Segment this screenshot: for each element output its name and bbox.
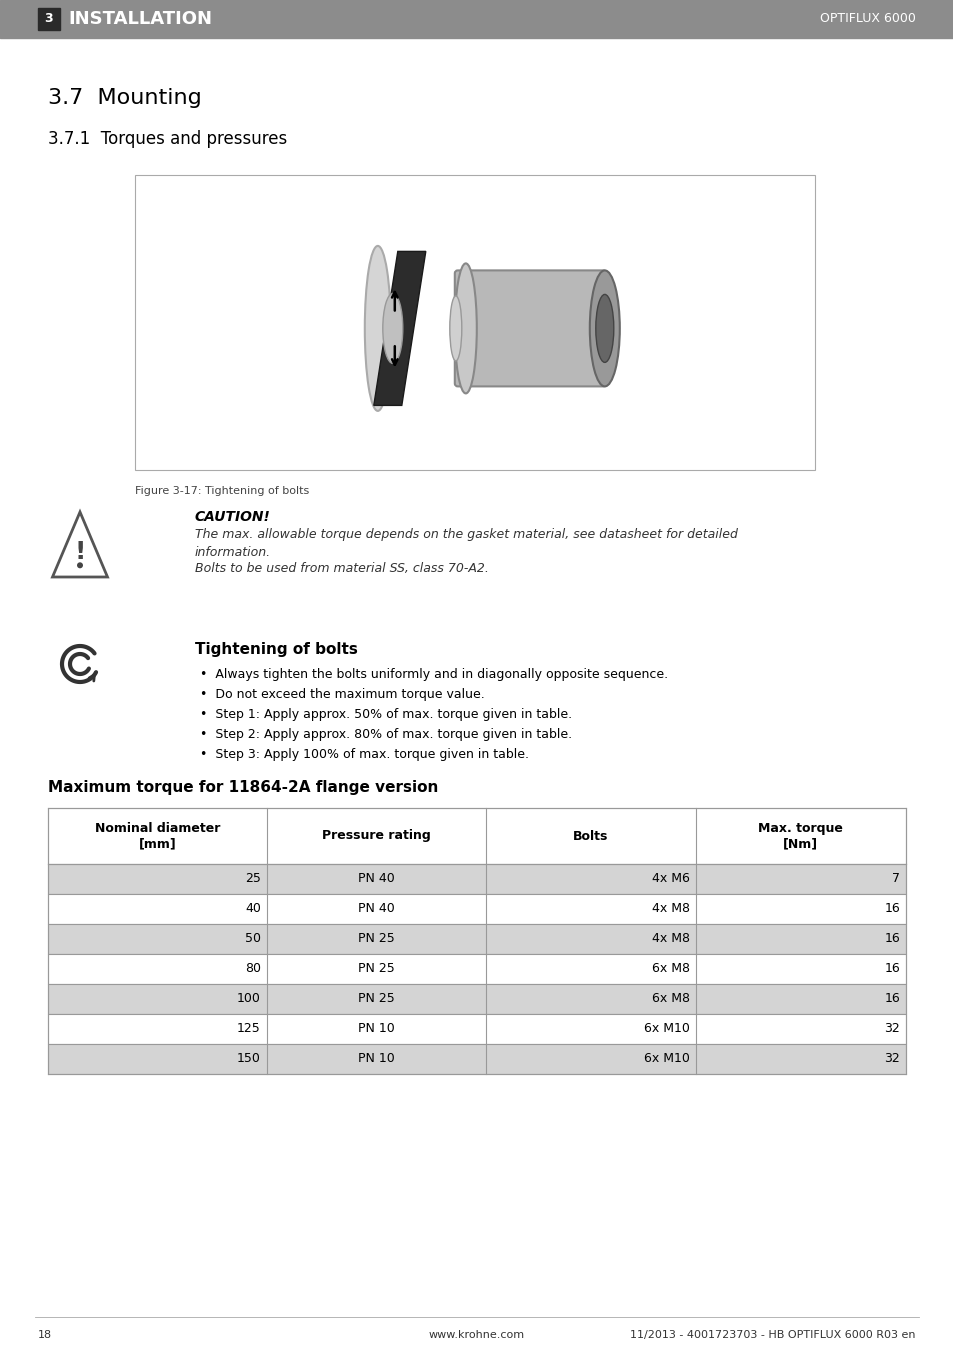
Text: 32: 32 — [883, 1023, 899, 1035]
Text: 16: 16 — [883, 962, 899, 975]
Bar — [38, 8, 60, 30]
Text: Bolts: Bolts — [573, 830, 608, 843]
Text: •  Do not exceed the maximum torque value.: • Do not exceed the maximum torque value… — [200, 688, 484, 701]
Text: •  Step 3: Apply 100% of max. torque given in table.: • Step 3: Apply 100% of max. torque give… — [200, 748, 529, 761]
Text: 150: 150 — [236, 1052, 260, 1066]
Bar — [48, 1044, 905, 1074]
Ellipse shape — [455, 263, 476, 393]
Ellipse shape — [589, 270, 619, 386]
Bar — [48, 954, 905, 984]
Text: PN 10: PN 10 — [357, 1023, 395, 1035]
Text: 4x M6: 4x M6 — [651, 873, 689, 885]
Bar — [48, 984, 905, 1015]
Text: 3.7  Mounting: 3.7 Mounting — [48, 88, 201, 108]
Text: www.krohne.com: www.krohne.com — [429, 1329, 524, 1340]
Ellipse shape — [449, 296, 461, 361]
Text: PN 40: PN 40 — [357, 873, 395, 885]
Text: PN 25: PN 25 — [357, 962, 395, 975]
Text: 50: 50 — [245, 932, 260, 946]
Text: 16: 16 — [883, 932, 899, 946]
Bar — [48, 1015, 905, 1044]
Text: 6x M10: 6x M10 — [643, 1023, 689, 1035]
Text: Max. torque
[Nm]: Max. torque [Nm] — [758, 821, 842, 850]
Text: •  Step 1: Apply approx. 50% of max. torque given in table.: • Step 1: Apply approx. 50% of max. torq… — [200, 708, 572, 721]
Text: 3: 3 — [45, 12, 53, 26]
Ellipse shape — [382, 293, 402, 363]
Text: 25: 25 — [245, 873, 260, 885]
Text: information.: information. — [194, 546, 271, 559]
Text: Tightening of bolts: Tightening of bolts — [194, 642, 357, 657]
Text: 125: 125 — [236, 1023, 260, 1035]
Text: 4x M8: 4x M8 — [651, 932, 689, 946]
Text: 7: 7 — [891, 873, 899, 885]
Text: The max. allowable torque depends on the gasket material, see datasheet for deta: The max. allowable torque depends on the… — [194, 528, 737, 540]
Text: PN 40: PN 40 — [357, 902, 395, 916]
Text: INSTALLATION: INSTALLATION — [68, 9, 212, 28]
Text: PN 10: PN 10 — [357, 1052, 395, 1066]
Ellipse shape — [364, 246, 391, 411]
Text: Figure 3-17: Tightening of bolts: Figure 3-17: Tightening of bolts — [135, 486, 309, 496]
Text: 16: 16 — [883, 902, 899, 916]
Text: 18: 18 — [38, 1329, 52, 1340]
Text: 6x M10: 6x M10 — [643, 1052, 689, 1066]
FancyBboxPatch shape — [455, 270, 605, 386]
Text: 32: 32 — [883, 1052, 899, 1066]
Text: 40: 40 — [245, 902, 260, 916]
Text: 80: 80 — [245, 962, 260, 975]
Text: Nominal diameter
[mm]: Nominal diameter [mm] — [94, 821, 220, 850]
Text: OPTIFLUX 6000: OPTIFLUX 6000 — [820, 12, 915, 26]
Text: Maximum torque for 11864-2A flange version: Maximum torque for 11864-2A flange versi… — [48, 780, 438, 794]
Text: 16: 16 — [883, 993, 899, 1005]
Bar — [48, 808, 905, 865]
Text: •  Step 2: Apply approx. 80% of max. torque given in table.: • Step 2: Apply approx. 80% of max. torq… — [200, 728, 572, 740]
Polygon shape — [52, 512, 108, 577]
Text: •  Always tighten the bolts uniformly and in diagonally opposite sequence.: • Always tighten the bolts uniformly and… — [200, 667, 667, 681]
Text: PN 25: PN 25 — [357, 932, 395, 946]
Text: CAUTION!: CAUTION! — [194, 509, 271, 524]
Bar — [135, 176, 814, 470]
Text: PN 25: PN 25 — [357, 993, 395, 1005]
Bar — [48, 865, 905, 894]
Text: Pressure rating: Pressure rating — [321, 830, 430, 843]
Text: 6x M8: 6x M8 — [651, 993, 689, 1005]
Text: Bolts to be used from material SS, class 70-A2.: Bolts to be used from material SS, class… — [194, 562, 488, 576]
Bar — [0, 0, 953, 38]
Text: !: ! — [74, 540, 86, 565]
Ellipse shape — [596, 295, 613, 362]
Text: 3.7.1  Torques and pressures: 3.7.1 Torques and pressures — [48, 130, 287, 149]
Text: 100: 100 — [236, 993, 260, 1005]
Text: 11/2013 - 4001723703 - HB OPTIFLUX 6000 R03 en: 11/2013 - 4001723703 - HB OPTIFLUX 6000 … — [630, 1329, 915, 1340]
Circle shape — [77, 562, 83, 569]
Bar — [48, 894, 905, 924]
Text: 6x M8: 6x M8 — [651, 962, 689, 975]
Text: 4x M8: 4x M8 — [651, 902, 689, 916]
Bar — [48, 924, 905, 954]
Polygon shape — [374, 251, 425, 405]
